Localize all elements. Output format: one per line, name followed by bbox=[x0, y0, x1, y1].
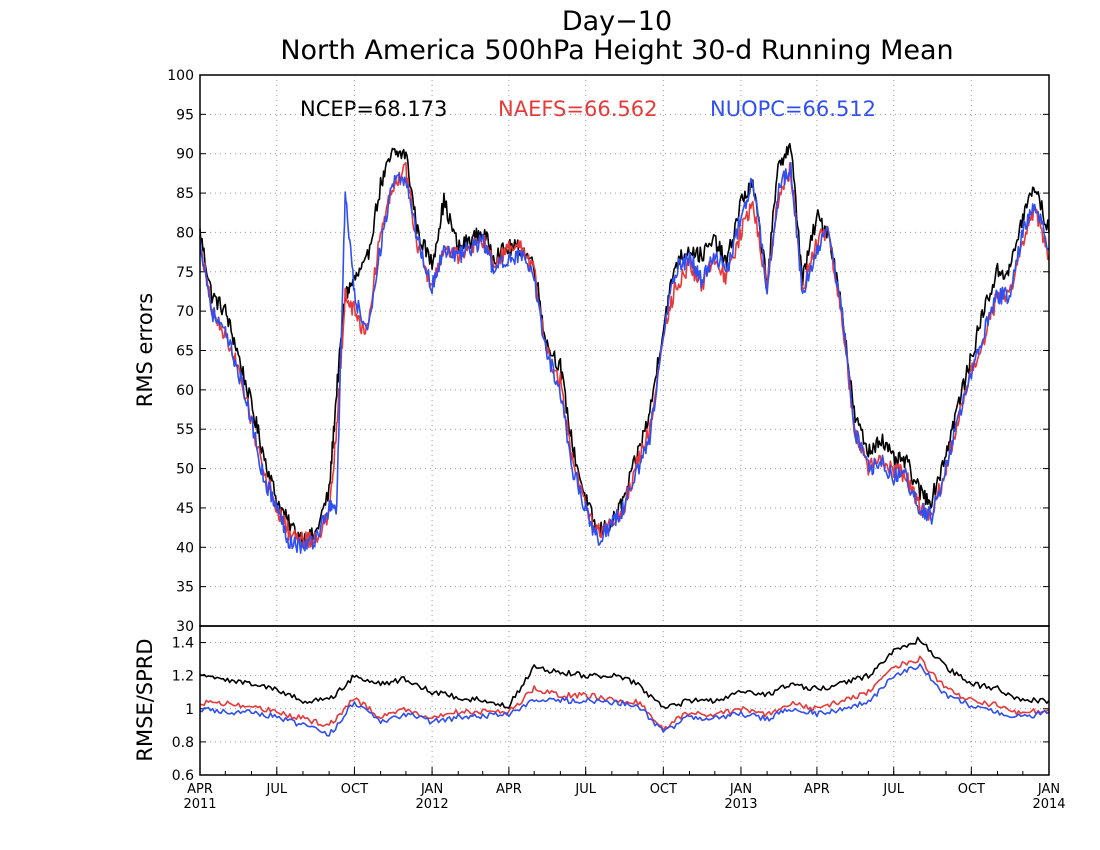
legend-value-ncep: 68.173 bbox=[374, 97, 447, 121]
y-tick-label: 60 bbox=[176, 383, 194, 399]
grid-top bbox=[200, 75, 1049, 626]
legend-item-ncep: NCEP=68.173 bbox=[300, 97, 447, 121]
y-tick-label: 90 bbox=[176, 147, 194, 163]
y-tick-label: 1.2 bbox=[172, 669, 194, 685]
y-tick-label: 35 bbox=[176, 580, 194, 596]
x-tick-month: APR bbox=[187, 782, 213, 797]
x-tick-year: 2012 bbox=[416, 797, 449, 812]
x-tick-year: 2013 bbox=[724, 797, 757, 812]
y-tick-label: 65 bbox=[176, 344, 194, 360]
y-tick-label: 1 bbox=[185, 702, 194, 718]
y-tick-label: 50 bbox=[176, 462, 194, 478]
legend-value-nuopc: 66.512 bbox=[803, 97, 876, 121]
x-tick-month: JAN bbox=[729, 782, 752, 797]
y-tick-label: 55 bbox=[176, 422, 194, 438]
x-tick-year: 2011 bbox=[183, 797, 216, 812]
chart-title-line1: Day−10 bbox=[562, 6, 672, 37]
y-tick-label: 70 bbox=[176, 304, 194, 320]
y-tick-label: 0.8 bbox=[172, 735, 194, 751]
legend-item-nuopc: NUOPC=66.512 bbox=[710, 97, 876, 121]
legend-value-naefs: 66.562 bbox=[584, 97, 657, 121]
x-tick-month: JAN bbox=[1037, 782, 1060, 797]
x-tick-year: 2014 bbox=[1032, 797, 1065, 812]
series-line-nuopc-top bbox=[199, 161, 1050, 555]
series-line-nuopc-bottom bbox=[199, 663, 1050, 737]
y-tick-label: 85 bbox=[176, 186, 194, 202]
legend-eq-ncep: = bbox=[356, 97, 374, 121]
y-tick-label: 45 bbox=[176, 501, 194, 517]
legend-item-naefs: NAEFS=66.562 bbox=[498, 97, 657, 121]
x-tick-month: JUL bbox=[574, 782, 596, 797]
y-tick-label: 1.4 bbox=[172, 636, 194, 652]
bottom-panel: 0.6 0.8 1 1.2 1.4 bbox=[172, 625, 1050, 784]
legend-eq-naefs: = bbox=[566, 97, 584, 121]
x-tick-month: OCT bbox=[650, 782, 677, 797]
y-tick-label: 0.6 bbox=[172, 768, 194, 784]
top-y-axis-label: RMS errors bbox=[133, 293, 157, 408]
series-line-naefs-bottom bbox=[199, 655, 1050, 732]
y-tick-label: 100 bbox=[167, 68, 194, 84]
legend-name-ncep: NCEP bbox=[300, 97, 356, 121]
legend: NCEP=68.173 NAEFS=66.562 NUOPC=66.512 bbox=[300, 97, 876, 121]
panel-frame-top bbox=[199, 74, 1050, 627]
panel-frame-bottom bbox=[199, 625, 1050, 776]
y-tick-label: 95 bbox=[176, 107, 194, 123]
series-line-ncep-top bbox=[199, 142, 1050, 549]
x-tick-month: JUL bbox=[882, 782, 904, 797]
y-tick-label: 75 bbox=[176, 265, 194, 281]
chart-title-line2: North America 500hPa Height 30-d Running… bbox=[280, 35, 953, 66]
y-tick-label: 40 bbox=[176, 540, 194, 556]
x-tick-month: JAN bbox=[420, 782, 443, 797]
y-tick-label: 80 bbox=[176, 225, 194, 241]
x-tick-month: OCT bbox=[341, 782, 368, 797]
series-line-ncep-bottom bbox=[199, 636, 1050, 710]
x-tick-month: APR bbox=[804, 782, 830, 797]
grid-bottom bbox=[200, 626, 1049, 775]
legend-name-nuopc: NUOPC bbox=[710, 97, 785, 121]
top-panel: 30 35 40 45 50 55 60 65 70 75 80 85 90 95 100 bbox=[167, 68, 1050, 635]
x-tick-month: APR bbox=[496, 782, 522, 797]
x-tick-month: OCT bbox=[958, 782, 985, 797]
legend-name-naefs: NAEFS bbox=[498, 97, 566, 121]
legend-eq-nuopc: = bbox=[785, 97, 803, 121]
bottom-y-axis-label: RMSE/SPRD bbox=[133, 638, 157, 761]
x-tick-month: JUL bbox=[266, 782, 288, 797]
y-tick-label: 30 bbox=[176, 619, 194, 635]
